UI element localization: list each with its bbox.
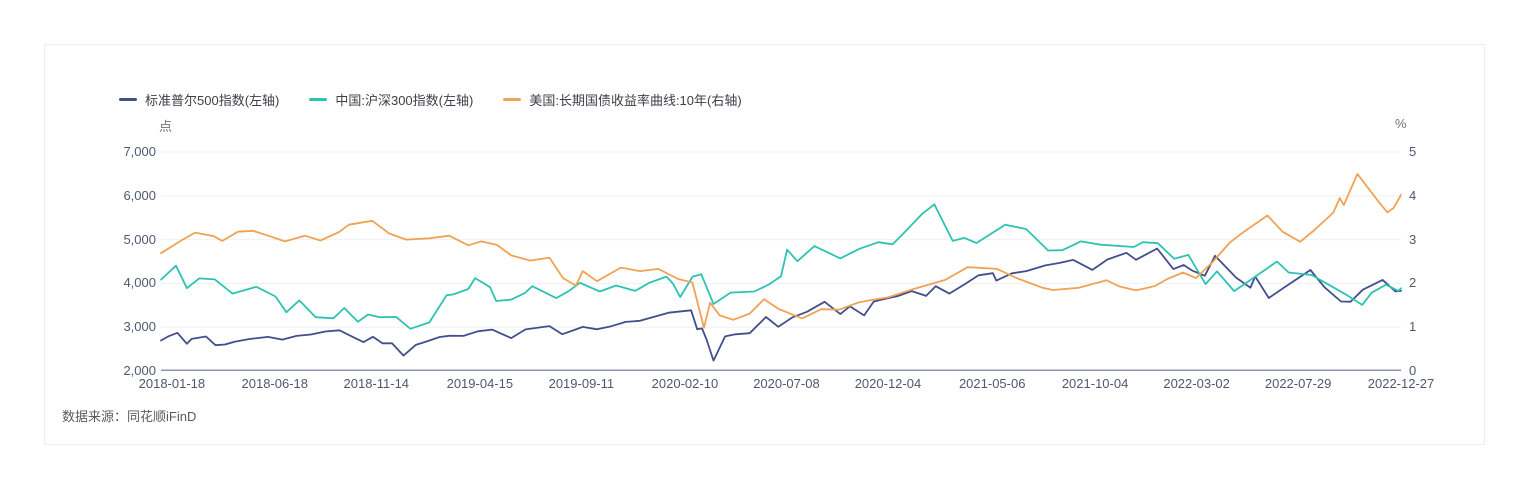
- x-axis-tick-label: 2021-10-04: [1061, 376, 1129, 391]
- left-y-axis-tick-label: 3,000: [123, 319, 156, 335]
- left-y-axis-tick-label: 6,000: [123, 187, 156, 203]
- left-y-axis-tick-label: 2,000: [123, 363, 156, 378]
- right-y-axis-tick-label: 3: [1409, 231, 1417, 247]
- right-y-axis-tick-label: 1: [1409, 319, 1417, 335]
- right-y-axis-tick-label: 0: [1409, 363, 1417, 378]
- x-axis-tick-label: 2022-07-29: [1264, 376, 1332, 391]
- csi300-line: [160, 203, 1402, 330]
- x-axis-tick-label: 2022-03-02: [1163, 376, 1230, 391]
- legend-label-treasury10y: 美国:长期国债收益率曲线:10年(右轴): [529, 92, 742, 108]
- left-y-axis: 7,000 6,000 5,000 4,000 3,000 2,000: [85, 144, 156, 378]
- right-y-axis-tick-label: 2: [1409, 275, 1417, 291]
- legend-item-treasury10y[interactable]: 美国:长期国债收益率曲线:10年(右轴): [503, 90, 742, 109]
- x-axis-tick-label: 2020-07-08: [753, 376, 820, 391]
- csi300-line-swatch-icon: [309, 97, 328, 101]
- sp500-line-swatch-icon: [119, 97, 137, 101]
- chart-card: 标准普尔500指数(左轴) 中国:沪深300指数(左轴) 美国:长期国债收益率曲…: [44, 44, 1485, 445]
- left-axis-unit-label: 点: [159, 119, 173, 134]
- x-axis-tick-label: 2021-05-06: [958, 376, 1026, 391]
- right-y-axis: 5 4 3 2 1 0: [1409, 144, 1449, 378]
- x-axis-tick-label: 2019-04-15: [446, 376, 514, 391]
- left-y-axis-tick-label: 7,000: [123, 144, 156, 159]
- chart-legend: 标准普尔500指数(左轴) 中国:沪深300指数(左轴) 美国:长期国债收益率曲…: [119, 90, 742, 108]
- left-y-axis-tick-label: 5,000: [123, 231, 156, 247]
- x-axis-tick-label: 2019-09-11: [548, 376, 615, 391]
- legend-label-csi300: 中国:沪深300指数(左轴): [335, 92, 474, 108]
- x-axis: 2018-01-18 2018-06-18 2018-11-14 2019-04-15…: [139, 376, 1435, 392]
- right-axis-unit-label: %: [1395, 116, 1407, 131]
- legend-label-sp500: 标准普尔500指数(左轴): [145, 92, 280, 108]
- line-chart-plot-area[interactable]: [160, 151, 1402, 371]
- x-axis-tick-label: 2018-11-14: [343, 376, 410, 391]
- data-source-note: 数据来源：同花顺iFinD: [62, 409, 197, 424]
- x-axis-tick-label: 2020-02-10: [651, 376, 719, 391]
- treasury10y-line: [160, 172, 1402, 329]
- legend-item-csi300[interactable]: 中国:沪深300指数(左轴): [309, 90, 473, 109]
- line-chart-canvas: [160, 151, 1402, 371]
- x-axis-tick-label: 2018-01-18: [138, 376, 206, 391]
- sp500-line: [160, 247, 1402, 362]
- x-axis-tick-label: 2022-12-27: [1367, 376, 1435, 391]
- x-axis-tick-label: 2018-06-18: [241, 376, 309, 391]
- left-y-axis-tick-label: 4,000: [123, 275, 156, 291]
- right-y-axis-tick-label: 5: [1409, 144, 1417, 159]
- x-axis-tick-label: 2020-12-04: [854, 376, 922, 391]
- legend-item-sp500[interactable]: 标准普尔500指数(左轴): [119, 90, 279, 109]
- treasury10y-line-swatch-icon: [503, 97, 522, 101]
- right-y-axis-tick-label: 4: [1409, 187, 1417, 203]
